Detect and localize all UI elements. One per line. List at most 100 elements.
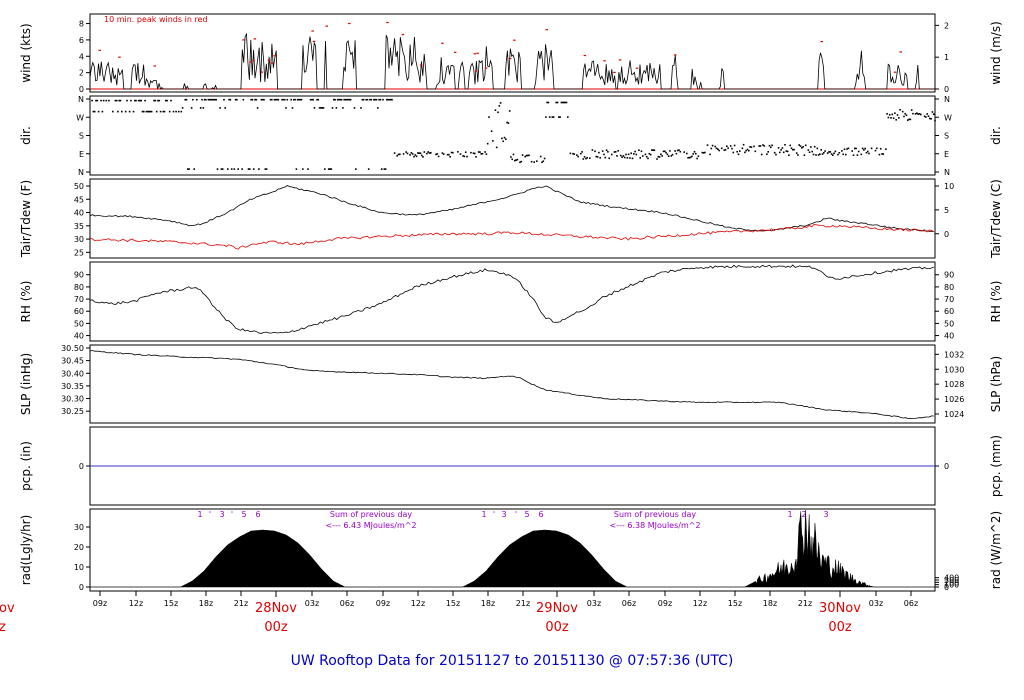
dir-dot [386,98,388,101]
wind-peak-marker [260,71,264,73]
dir-dot [294,98,296,101]
dir-dot [543,157,546,160]
x-tick-label: 06z [340,599,354,608]
dir-dot [524,155,526,158]
dir-dot [841,150,843,152]
dir-dot [241,168,243,170]
dir-dot [264,168,267,170]
day-time-label: 00z [828,620,852,635]
dir-dot [130,99,132,102]
dir-dot [507,122,510,124]
wind-peak-marker [118,56,121,58]
dir-dot [153,99,155,102]
rad-hour-mark: 5 [524,510,529,519]
dir-dot [864,147,866,150]
wind-peak-marker [618,59,622,61]
dir-dot [229,98,232,101]
dir-dot [117,110,119,113]
dir-dot [316,98,318,101]
dir-dot [832,154,834,156]
dir-dot [221,168,224,170]
dir-dot [503,136,506,139]
dir-dot [692,153,694,155]
dir-dot [374,98,376,101]
dir-dot [709,153,711,156]
dir-dot [770,146,772,149]
dir-dot [630,152,632,155]
dir-dot [510,156,512,158]
dir-dot [683,151,685,153]
rh-right-tick-label: 40 [944,332,954,341]
dir-dot [490,130,493,132]
dir-dot [261,98,264,101]
dir-dot [330,168,333,170]
dir-dot [868,152,870,155]
dir-dot [662,150,665,153]
temp-left-tick-label: 30 [74,235,84,244]
dir-dot [613,151,616,153]
x-tick-label: 03z [587,599,601,608]
dir-dot [527,154,529,157]
dir-dot [418,152,420,154]
dir-dot [773,151,776,154]
dir-dot [633,153,635,155]
dir-dot [837,153,839,156]
dir-dot [413,155,415,158]
dir-dot [749,146,751,148]
temp-right-tick-label: 0 [944,230,949,239]
dir-dot [541,161,543,164]
dir-dot [134,99,136,102]
dir-dot [276,98,278,101]
dir-dot [163,110,166,113]
dir-dot [230,168,233,170]
dir-dot [466,155,468,158]
dir-dot [876,147,878,150]
dir-dot [635,153,638,156]
dir-dot [852,154,855,156]
dir-dot [607,151,609,153]
dir-dot [644,153,647,156]
dir-dot [621,156,623,158]
dir-dot [830,153,833,155]
dir-dot [91,99,93,102]
dir-dot [299,98,301,101]
dir-dot [925,116,927,118]
dir-dot [499,102,502,104]
x-tick-label: 21z [516,599,530,608]
dir-dot [317,98,320,101]
dir-dot [918,113,921,115]
dir-dot [494,109,497,111]
wind-peak-marker [98,49,101,51]
rad-hour-mark: ' [493,510,495,519]
dir-dot [625,153,627,156]
day-label: 28Nov [255,601,297,616]
dir-dot [193,168,195,170]
dir-dot [180,110,183,113]
dir-dot [192,98,194,101]
rad-panel-frame [89,508,936,592]
wind-peak-marker [311,30,314,32]
rh-left-tick-label: 50 [74,319,84,328]
dir-dot [926,113,928,115]
dir-dot [905,114,908,116]
dir-dot [894,112,896,114]
dir-dot [833,152,835,155]
dir-dot [896,114,899,116]
wind-panel-frame [89,13,936,93]
dir-dot [286,98,289,101]
dir-dot [932,113,935,115]
wind-peak-marker [513,39,516,41]
dir-dot [488,116,490,118]
dir-dot [258,168,260,170]
dir-dot [803,154,806,156]
dir-dot [187,168,189,170]
rad-right-tick-label: 100 [944,581,959,590]
dir-dot [436,153,439,155]
dir-dot [653,149,656,152]
rad-left-tick-label: 0 [79,583,84,592]
dir-dot [188,168,190,170]
dir-dot [878,153,881,156]
rad-right-tick-label: 0 [944,583,949,592]
dir-dot [339,98,342,101]
dir-dot [907,119,909,121]
